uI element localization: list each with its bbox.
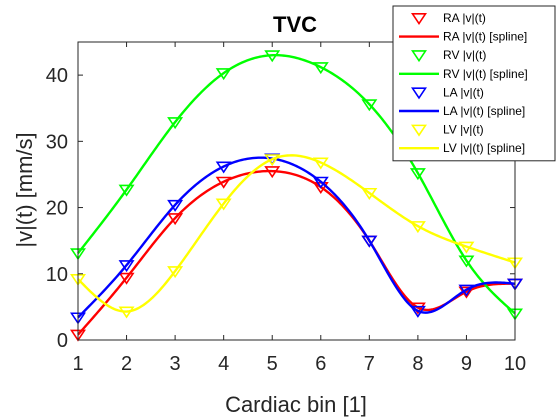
y-axis-label: |v|(t) [mm/s] [12, 132, 37, 247]
lv-data-point [458, 241, 475, 254]
legend-entry-label: RA |v|(t) [spline] [443, 30, 527, 44]
x-tick-label: 9 [461, 353, 472, 375]
axes-box [77, 41, 516, 341]
x-tick-label: 8 [412, 353, 423, 375]
la-data-point [312, 176, 329, 189]
ra-data-point [264, 166, 281, 179]
legend-marker-symbol [411, 50, 427, 63]
x-tick-label: 1 [72, 353, 83, 375]
legend: RA |v|(t) RA |v|(t) [spline] RV |v|(t) RV |… [392, 5, 556, 162]
y-tick-label: 0 [57, 330, 68, 352]
lv-data-point [361, 187, 378, 200]
rv-data-point [215, 68, 232, 81]
legend-entry-label: LV |v|(t) [spline] [443, 141, 525, 155]
x-tick-label: 2 [121, 353, 132, 375]
la-data-point [215, 161, 232, 174]
x-tick-label: 10 [504, 353, 526, 375]
x-tick-label: 4 [218, 353, 229, 375]
chart-title: TVC [273, 12, 317, 37]
legend-marker-symbol [411, 87, 427, 100]
y-tick-label: 30 [46, 131, 68, 153]
legend-marker-symbol [411, 12, 427, 25]
la-spline-line [77, 156, 516, 319]
rv-data-point [118, 184, 135, 197]
x-tick-label: 7 [364, 353, 375, 375]
legend-entry-label: RV |v|(t) [443, 48, 486, 62]
axes-layer: 1 2 3 4 5 6 7 8 9 10 0 10 20 30 40 [46, 41, 526, 375]
lv-data-point [312, 157, 329, 170]
la-data-point [167, 199, 184, 212]
legend-entry-label: RA |v|(t) [443, 11, 486, 25]
la-data-point [361, 235, 378, 248]
lv-data-point [215, 198, 232, 211]
lv-data-point [118, 306, 135, 319]
lv-data-point [167, 266, 184, 279]
legend-entry-label: LV |v|(t) [443, 123, 484, 137]
ra-data-point [118, 272, 135, 285]
lv-spline-line [77, 154, 516, 313]
x-tick-label: 3 [170, 353, 181, 375]
legend-marker-symbol [411, 124, 427, 137]
y-tick-label: 20 [46, 198, 68, 220]
rv-data-point [167, 117, 184, 130]
la-data-point [409, 305, 426, 318]
ra-data-point [167, 213, 184, 226]
x-tick-label: 5 [267, 353, 278, 375]
rv-data-point [264, 50, 281, 63]
y-tick-label: 40 [46, 65, 68, 87]
lv-data-point [409, 221, 426, 234]
series-layer [70, 50, 523, 342]
rv-spline-line [77, 53, 516, 315]
x-tick-label: 6 [315, 353, 326, 375]
y-tick-label: 10 [46, 264, 68, 286]
la-data-point [458, 284, 475, 297]
legend-entry-label: LA |v|(t) [443, 85, 484, 99]
legend-entry-label: LA |v|(t) [spline] [443, 104, 525, 118]
la-data-point [118, 260, 135, 273]
rv-data-point [409, 168, 426, 181]
rv-data-point [312, 62, 329, 75]
x-axis-label: Cardiac bin [1] [225, 392, 367, 417]
lv-data-point [264, 154, 281, 167]
ra-data-point [215, 176, 232, 189]
legend-entry-label: RV |v|(t) [spline] [443, 67, 528, 81]
rv-data-point [361, 99, 378, 112]
rv-data-point [458, 255, 475, 268]
